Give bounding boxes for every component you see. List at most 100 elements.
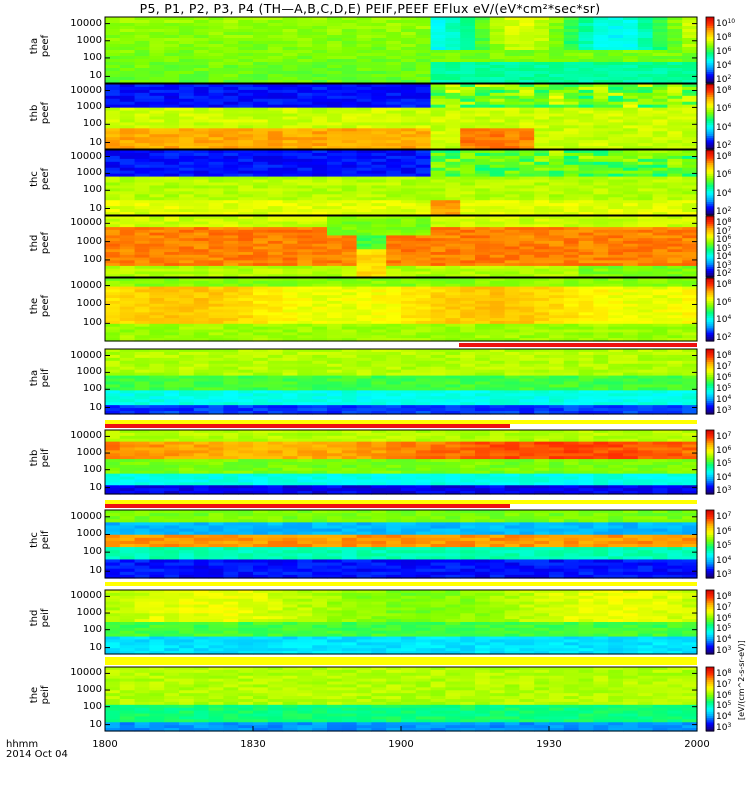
heatmap-cell	[267, 134, 284, 138]
heatmap-cell	[519, 65, 535, 69]
heatmap-cell	[504, 260, 520, 264]
heatmap-cell	[549, 95, 565, 100]
heatmap-cell	[623, 188, 639, 192]
heatmap-cell	[179, 122, 195, 126]
heatmap-cell	[534, 182, 550, 187]
heatmap-cell	[149, 56, 165, 60]
heatmap-cell	[593, 252, 609, 256]
heatmap-cell	[105, 309, 121, 313]
heatmap-cell	[341, 274, 358, 278]
heatmap-cell	[179, 167, 195, 172]
colorbar-segment	[706, 144, 714, 148]
heatmap-cell	[401, 137, 417, 141]
heatmap-cell	[238, 390, 254, 394]
heatmap-cell	[164, 32, 180, 36]
heatmap-cell	[623, 173, 639, 178]
heatmap-cell	[282, 101, 298, 106]
heatmap-cell	[119, 179, 136, 184]
heatmap-cell	[475, 101, 491, 106]
heatmap-cell	[652, 227, 668, 231]
heatmap-cell	[401, 38, 417, 42]
heatmap-cell	[504, 146, 520, 150]
heatmap-cell	[119, 323, 136, 328]
heatmap-cell	[593, 38, 609, 42]
heatmap-cell	[386, 84, 402, 88]
heatmap-cell	[415, 240, 432, 245]
heatmap-cell	[504, 173, 520, 178]
colorbar-segment	[706, 260, 714, 264]
heatmap-cell	[312, 329, 328, 334]
heatmap-cell	[253, 89, 269, 94]
heatmap-cell	[327, 303, 343, 308]
heatmap-cell	[386, 326, 402, 331]
heatmap-cell	[134, 224, 150, 228]
heatmap-cell	[149, 104, 165, 109]
heatmap-cell	[193, 116, 210, 121]
heatmap-cell	[623, 116, 639, 121]
heatmap-cell	[652, 203, 668, 207]
heatmap-cell	[652, 53, 668, 57]
heatmap-cell	[312, 312, 328, 316]
heatmap-cell	[253, 366, 269, 371]
heatmap-cell	[608, 68, 624, 72]
heatmap-cell	[682, 212, 698, 216]
heatmap-cell	[415, 295, 432, 299]
heatmap-cell	[460, 240, 476, 245]
heatmap-cell	[445, 23, 461, 27]
colorbar-segment	[706, 45, 714, 49]
heatmap-cell	[593, 26, 609, 30]
heatmap-cell	[356, 89, 372, 94]
heatmap-cell	[504, 188, 520, 192]
heatmap-cell	[282, 271, 298, 275]
heatmap-cell	[534, 188, 550, 192]
heatmap-cell	[534, 240, 550, 245]
heatmap-cell	[430, 68, 446, 72]
heatmap-cell	[608, 335, 624, 339]
heatmap-cell	[223, 274, 239, 278]
heatmap-cell	[445, 238, 461, 242]
heatmap-cell	[149, 20, 165, 24]
heatmap-cell	[149, 65, 165, 69]
heatmap-cell	[253, 26, 269, 30]
heatmap-cell	[430, 265, 446, 270]
heatmap-cell	[327, 128, 343, 132]
heatmap-cell	[341, 278, 358, 282]
heatmap-cell	[119, 354, 136, 359]
heatmap-cell	[267, 161, 284, 166]
heatmap-cell	[149, 224, 165, 228]
heatmap-cell	[415, 158, 432, 163]
heatmap-cell	[223, 152, 239, 157]
heatmap-cell	[282, 286, 298, 291]
heatmap-cell	[445, 137, 461, 141]
heatmap-cell	[327, 260, 343, 264]
heatmap-cell	[652, 131, 668, 135]
heatmap-cell	[475, 125, 491, 129]
heatmap-cell	[460, 194, 476, 198]
heatmap-cell	[238, 128, 254, 132]
heatmap-cell	[549, 323, 565, 328]
heatmap-cell	[341, 378, 358, 383]
heatmap-cell	[267, 206, 284, 210]
heatmap-cell	[179, 323, 195, 328]
heatmap-cell	[608, 179, 624, 184]
heatmap-cell	[356, 20, 372, 24]
heatmap-cell	[682, 158, 698, 163]
heatmap-cell	[578, 206, 594, 210]
heatmap-cell	[623, 224, 639, 228]
heatmap-cell	[563, 303, 580, 308]
panel-frame	[104, 83, 698, 150]
heatmap-cell	[415, 289, 432, 293]
heatmap-cell	[667, 320, 683, 325]
heatmap-cell	[519, 62, 535, 66]
colorbar-segment	[706, 21, 714, 25]
heatmap-cell	[415, 280, 432, 285]
heatmap-cell	[119, 218, 136, 223]
heatmap-cell	[253, 323, 269, 328]
heatmap-cell	[238, 191, 254, 195]
heatmap-cell	[149, 92, 165, 97]
heatmap-cell	[608, 246, 624, 250]
heatmap-cell	[371, 176, 387, 181]
heatmap-cell	[504, 158, 520, 163]
heatmap-cell	[179, 357, 195, 362]
heatmap-cell	[652, 104, 668, 109]
